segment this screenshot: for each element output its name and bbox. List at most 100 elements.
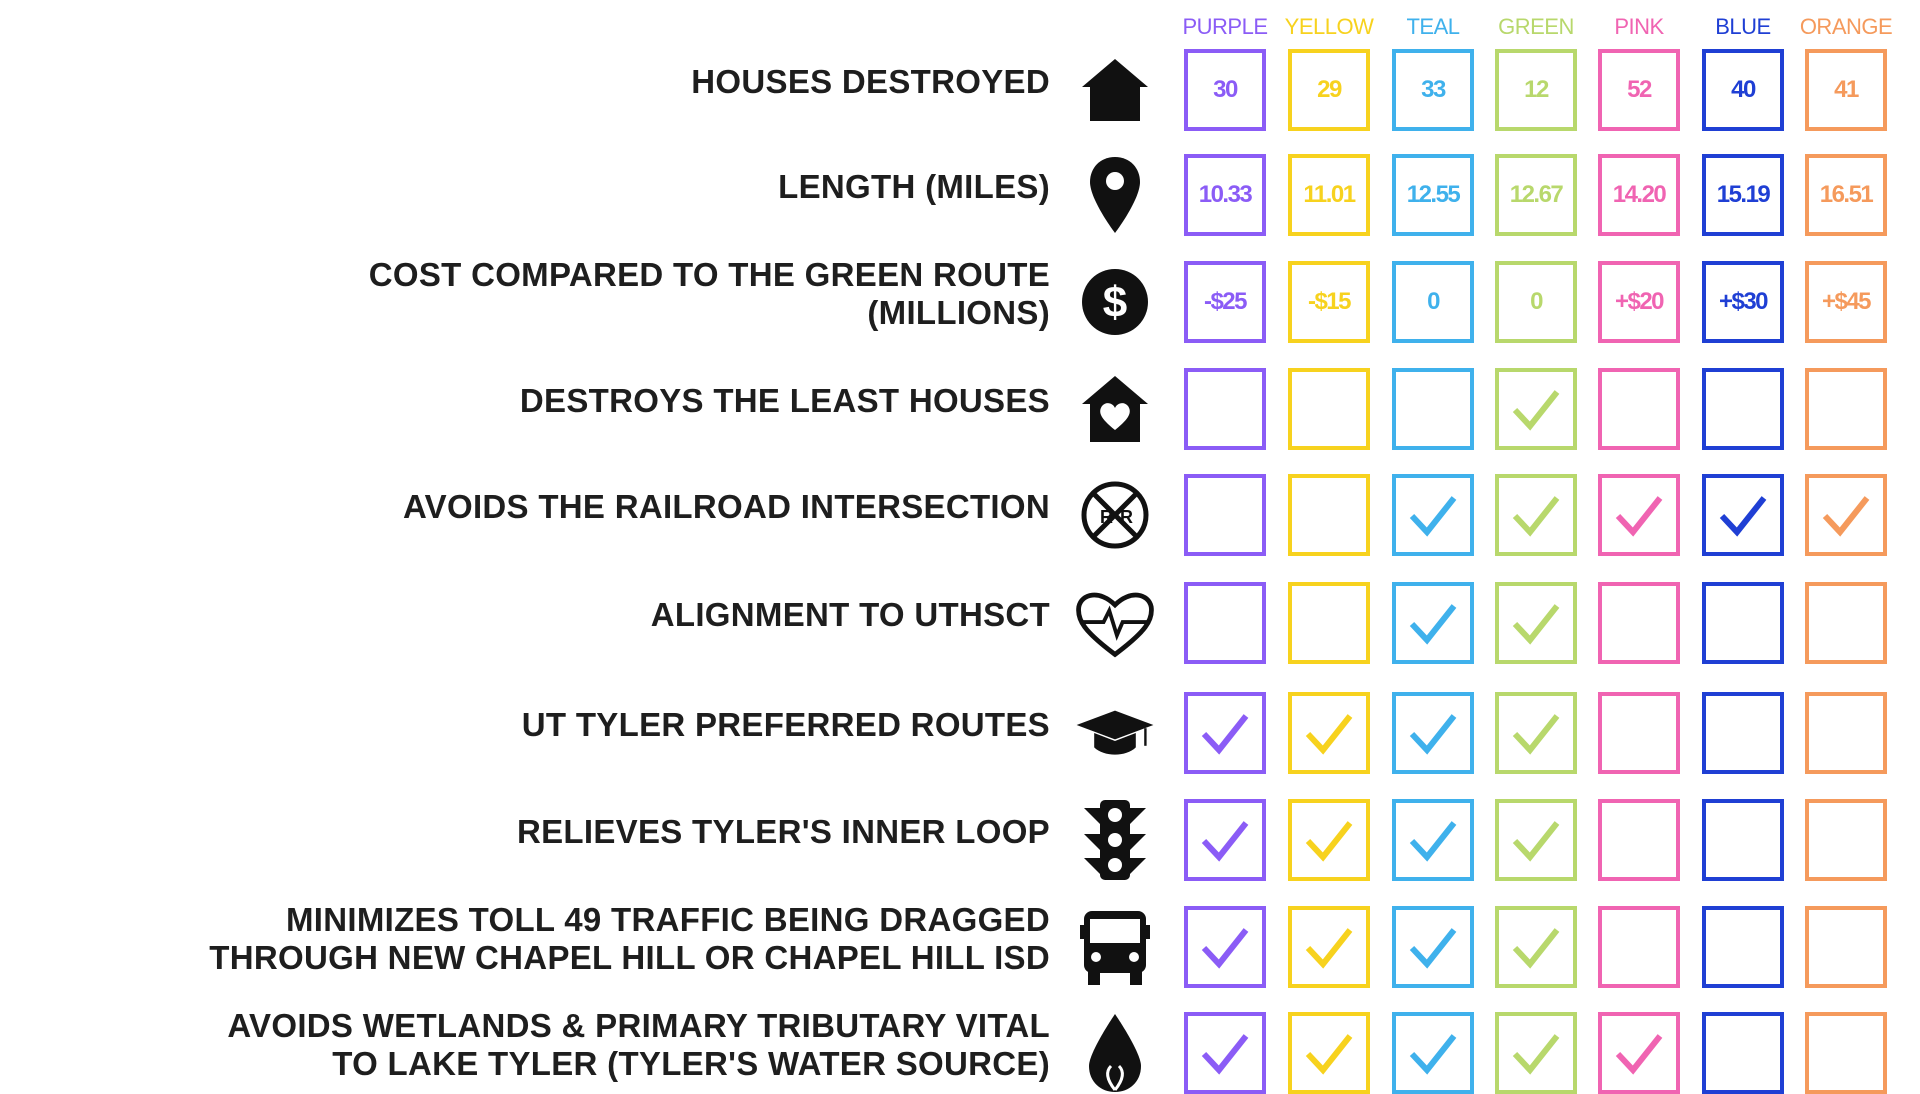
checkbox-blue <box>1702 1012 1784 1094</box>
checkbox-yellow <box>1288 799 1370 881</box>
value-cell-purple: -$25 <box>1184 261 1266 343</box>
checkmark-icon <box>1507 811 1565 869</box>
route-header-orange: ORANGE <box>1799 14 1893 39</box>
route-header-yellow: YELLOW <box>1284 14 1374 39</box>
route-header-green: GREEN <box>1498 14 1574 39</box>
criterion-label-line: THROUGH NEW CHAPEL HILL OR CHAPEL HILL I… <box>209 939 1050 976</box>
checkbox-orange <box>1805 692 1887 774</box>
checkmark-icon <box>1196 811 1254 869</box>
checkbox-blue <box>1702 474 1784 556</box>
checkmark-icon <box>1507 380 1565 438</box>
criterion-label: MINIMIZES TOLL 49 TRAFFIC BEING DRAGGED T… <box>209 901 1050 977</box>
checkmark-icon <box>1507 594 1565 652</box>
checkbox-yellow <box>1288 582 1370 664</box>
value-cell-blue: 15.19 <box>1702 154 1784 236</box>
criterion-label: DESTROYS THE LEAST HOUSES <box>520 382 1050 420</box>
criterion-label-line: MINIMIZES TOLL 49 TRAFFIC BEING DRAGGED <box>285 901 1050 938</box>
criterion-label-line: UT TYLER PREFERRED ROUTES <box>521 706 1050 743</box>
dollar-icon: $ <box>1075 262 1155 342</box>
checkbox-orange <box>1805 1012 1887 1094</box>
checkbox-pink <box>1598 906 1680 988</box>
criterion-label: UT TYLER PREFERRED ROUTES <box>522 706 1050 744</box>
value-cell-teal: 33 <box>1392 49 1474 131</box>
value-cell-pink: +$20 <box>1598 261 1680 343</box>
checkbox-yellow <box>1288 906 1370 988</box>
value-cell-orange: 16.51 <box>1805 154 1887 236</box>
checkmark-icon <box>1196 1024 1254 1082</box>
checkbox-yellow <box>1288 368 1370 450</box>
criterion-label-line: COST COMPARED TO THE GREEN ROUTE <box>368 256 1050 293</box>
criterion-label: LENGTH (MILES) <box>778 168 1050 206</box>
criterion-label-line: AVOIDS THE RAILROAD INTERSECTION <box>402 488 1050 525</box>
traffic-light-icon <box>1075 800 1155 880</box>
criterion-label: COST COMPARED TO THE GREEN ROUTE (MILLION… <box>369 256 1050 332</box>
checkbox-green <box>1495 799 1577 881</box>
criterion-label: AVOIDS WETLANDS & PRIMARY TRIBUTARY VITA… <box>227 1007 1050 1083</box>
checkbox-teal <box>1392 906 1474 988</box>
checkbox-yellow <box>1288 1012 1370 1094</box>
checkbox-pink <box>1598 799 1680 881</box>
checkbox-purple <box>1184 906 1266 988</box>
value-cell-purple: 10.33 <box>1184 154 1266 236</box>
criterion-label-line: (MILLIONS) <box>867 294 1050 331</box>
checkmark-icon <box>1196 918 1254 976</box>
checkbox-pink <box>1598 582 1680 664</box>
criterion-label-line: ALIGNMENT TO UTHSCT <box>650 596 1050 633</box>
checkmark-icon <box>1196 704 1254 762</box>
criterion-label: AVOIDS THE RAILROAD INTERSECTION <box>403 488 1050 526</box>
route-header-purple: PURPLE <box>1182 14 1268 39</box>
value-cell-orange: +$45 <box>1805 261 1887 343</box>
value-cell-blue: +$30 <box>1702 261 1784 343</box>
checkbox-orange <box>1805 368 1887 450</box>
checkbox-yellow <box>1288 474 1370 556</box>
checkbox-green <box>1495 368 1577 450</box>
criterion-label-line: TO LAKE TYLER (TYLER'S WATER SOURCE) <box>332 1045 1050 1082</box>
value-cell-green: 12.67 <box>1495 154 1577 236</box>
checkbox-blue <box>1702 368 1784 450</box>
value-cell-yellow: -$15 <box>1288 261 1370 343</box>
value-cell-blue: 40 <box>1702 49 1784 131</box>
criterion-label-line: LENGTH (MILES) <box>778 168 1050 205</box>
checkbox-blue <box>1702 799 1784 881</box>
checkbox-teal <box>1392 474 1474 556</box>
value-cell-green: 12 <box>1495 49 1577 131</box>
checkbox-teal <box>1392 368 1474 450</box>
house-icon <box>1075 50 1155 130</box>
checkbox-orange <box>1805 474 1887 556</box>
checkbox-pink <box>1598 1012 1680 1094</box>
value-cell-teal: 0 <box>1392 261 1474 343</box>
checkmark-icon <box>1404 486 1462 544</box>
value-cell-yellow: 29 <box>1288 49 1370 131</box>
checkmark-icon <box>1507 486 1565 544</box>
criterion-label-line: HOUSES DESTROYED <box>691 63 1050 100</box>
value-cell-orange: 41 <box>1805 49 1887 131</box>
criterion-label: HOUSES DESTROYED <box>691 63 1050 101</box>
checkbox-purple <box>1184 474 1266 556</box>
checkmark-icon <box>1404 918 1462 976</box>
checkmark-icon <box>1404 594 1462 652</box>
checkmark-icon <box>1714 486 1772 544</box>
criterion-label-line: AVOIDS WETLANDS & PRIMARY TRIBUTARY VITA… <box>227 1007 1050 1044</box>
checkbox-orange <box>1805 582 1887 664</box>
checkmark-icon <box>1300 918 1358 976</box>
checkbox-pink <box>1598 474 1680 556</box>
criterion-label: ALIGNMENT TO UTHSCT <box>651 596 1050 634</box>
criterion-label: RELIEVES TYLER'S INNER LOOP <box>517 813 1050 851</box>
graduation-cap-icon <box>1075 693 1155 773</box>
value-cell-purple: 30 <box>1184 49 1266 131</box>
checkbox-purple <box>1184 692 1266 774</box>
checkbox-blue <box>1702 906 1784 988</box>
value-cell-yellow: 11.01 <box>1288 154 1370 236</box>
route-header-teal: TEAL <box>1406 14 1460 39</box>
checkbox-orange <box>1805 906 1887 988</box>
checkbox-purple <box>1184 1012 1266 1094</box>
checkbox-green <box>1495 692 1577 774</box>
checkmark-icon <box>1507 1024 1565 1082</box>
value-cell-pink: 14.20 <box>1598 154 1680 236</box>
checkmark-icon <box>1610 1024 1668 1082</box>
checkbox-orange <box>1805 799 1887 881</box>
checkmark-icon <box>1404 811 1462 869</box>
criterion-label-line: RELIEVES TYLER'S INNER LOOP <box>516 813 1050 850</box>
map-pin-icon <box>1075 155 1155 235</box>
